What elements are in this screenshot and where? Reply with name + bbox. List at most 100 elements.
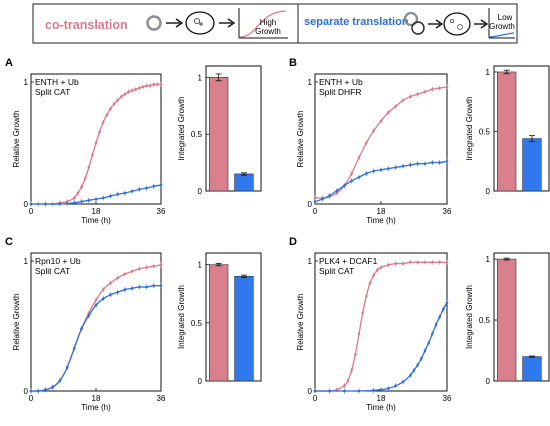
panel-letter: A <box>5 57 13 69</box>
series-2-point <box>116 192 119 196</box>
x-axis-label: Time (h) <box>366 403 396 412</box>
series-2-point <box>394 166 397 169</box>
bar-y-tick-label: 0 <box>198 187 203 196</box>
plasmid-icon <box>411 21 425 35</box>
x-tick-label: 0 <box>313 394 318 403</box>
series-2-point <box>372 169 375 173</box>
series-1-point <box>87 166 91 169</box>
series-1-point <box>409 261 412 264</box>
series-1-point <box>127 90 130 94</box>
x-tick-label: 36 <box>157 394 166 403</box>
series-2-point <box>80 200 83 203</box>
series-1-point <box>409 95 412 98</box>
bar-separate-translation <box>522 138 542 192</box>
series-2-point <box>438 315 441 319</box>
growth-label: Growth <box>489 22 515 31</box>
panel-b: B 0 18 36 0 1 Time (h) Relative Growth ENTH + Ub… <box>289 57 550 225</box>
plot-title-line: Split DHFR <box>319 87 362 97</box>
x-axis-label: Time (h) <box>81 403 111 412</box>
series-1-point <box>354 353 357 356</box>
series-1-point <box>365 294 368 298</box>
series-2-point <box>328 389 331 393</box>
series-2-point <box>101 196 105 200</box>
panel-letter: C <box>5 236 13 248</box>
low-label: Low <box>498 13 513 22</box>
bar-y-tick-label: 1 <box>486 68 491 77</box>
series-1-point <box>156 83 159 86</box>
y-tick-label: 0 <box>24 200 29 209</box>
series-1-point <box>145 266 148 269</box>
series-2-point <box>94 197 98 201</box>
arrow-icon <box>166 18 184 28</box>
series-2-point <box>138 285 141 289</box>
series-2-point <box>365 172 368 175</box>
series-2-point <box>431 332 434 336</box>
series-1-point <box>94 141 98 145</box>
x-tick-label: 36 <box>157 207 166 216</box>
series-2-point <box>123 288 127 291</box>
series-1-point <box>130 89 134 92</box>
series-2-point <box>350 179 353 183</box>
growth-label: Growth <box>255 27 281 36</box>
series-2-point <box>145 186 148 190</box>
bar-y-tick-label: 1 <box>198 73 203 82</box>
series-1-point <box>431 88 434 91</box>
series-1-point <box>350 368 353 372</box>
series-1-point <box>105 113 109 117</box>
bar-separate-translation <box>234 275 254 382</box>
series-1-point <box>416 92 419 96</box>
series-1-point <box>138 86 141 90</box>
series-2-point <box>87 199 91 202</box>
series-1-point <box>145 84 148 87</box>
cell-icon <box>443 12 471 36</box>
y-axis-label: Relative Growth <box>12 294 21 351</box>
bar-y-axis-label: Integrated Growth <box>177 96 186 160</box>
y-tick-label: 1 <box>308 257 313 266</box>
series-2-point <box>109 293 112 297</box>
series-1-point <box>123 272 127 276</box>
plot-frame <box>314 252 448 392</box>
series-1-point <box>343 384 346 388</box>
series-2-point <box>152 185 156 188</box>
series-2-point <box>159 183 163 187</box>
series-2-point <box>445 160 449 163</box>
series-2-point <box>101 297 105 301</box>
series-2-point <box>335 189 339 192</box>
series-2-point <box>423 349 427 353</box>
bar-y-tick-label: 1 <box>486 255 491 264</box>
series-2-point <box>313 200 317 203</box>
series-2-point <box>159 284 163 288</box>
series-2-point <box>51 385 54 389</box>
series-2-point <box>109 194 112 198</box>
series-2-point <box>379 168 383 172</box>
high-label: High <box>260 18 276 27</box>
x-axis-label: Time (h) <box>81 216 111 225</box>
bar-y-tick-label: 0 <box>198 377 203 386</box>
plot-title-line: Split CAT <box>35 87 70 97</box>
series-2-point <box>401 164 405 168</box>
series-1-point <box>130 270 134 273</box>
bar-y-axis-label: Integrated Growth <box>465 285 474 349</box>
y-axis-label: Relative Growth <box>12 111 21 168</box>
series-1-point <box>159 83 163 86</box>
series-1-point <box>416 261 419 264</box>
x-tick-label: 18 <box>92 207 101 216</box>
series-2-point <box>412 368 416 372</box>
series-1-point <box>109 281 112 285</box>
series-2-point <box>58 202 62 206</box>
series-1-point <box>401 99 405 102</box>
x-tick-label: 0 <box>29 207 34 216</box>
series-1-point <box>361 311 364 315</box>
bar-separate-translation <box>522 356 542 382</box>
series-2-point <box>416 363 419 367</box>
series-2-point <box>409 374 412 377</box>
y-axis-label: Relative Growth <box>296 111 305 168</box>
bar-co-translation <box>496 258 517 382</box>
series-2-point <box>130 287 134 290</box>
series-1-point <box>423 261 427 264</box>
bar-y-tick-label: 1 <box>198 261 203 270</box>
series-2-point <box>116 290 119 294</box>
series-1-point <box>73 196 76 200</box>
panel-letter: D <box>289 236 297 248</box>
bar-co-translation <box>496 71 517 192</box>
